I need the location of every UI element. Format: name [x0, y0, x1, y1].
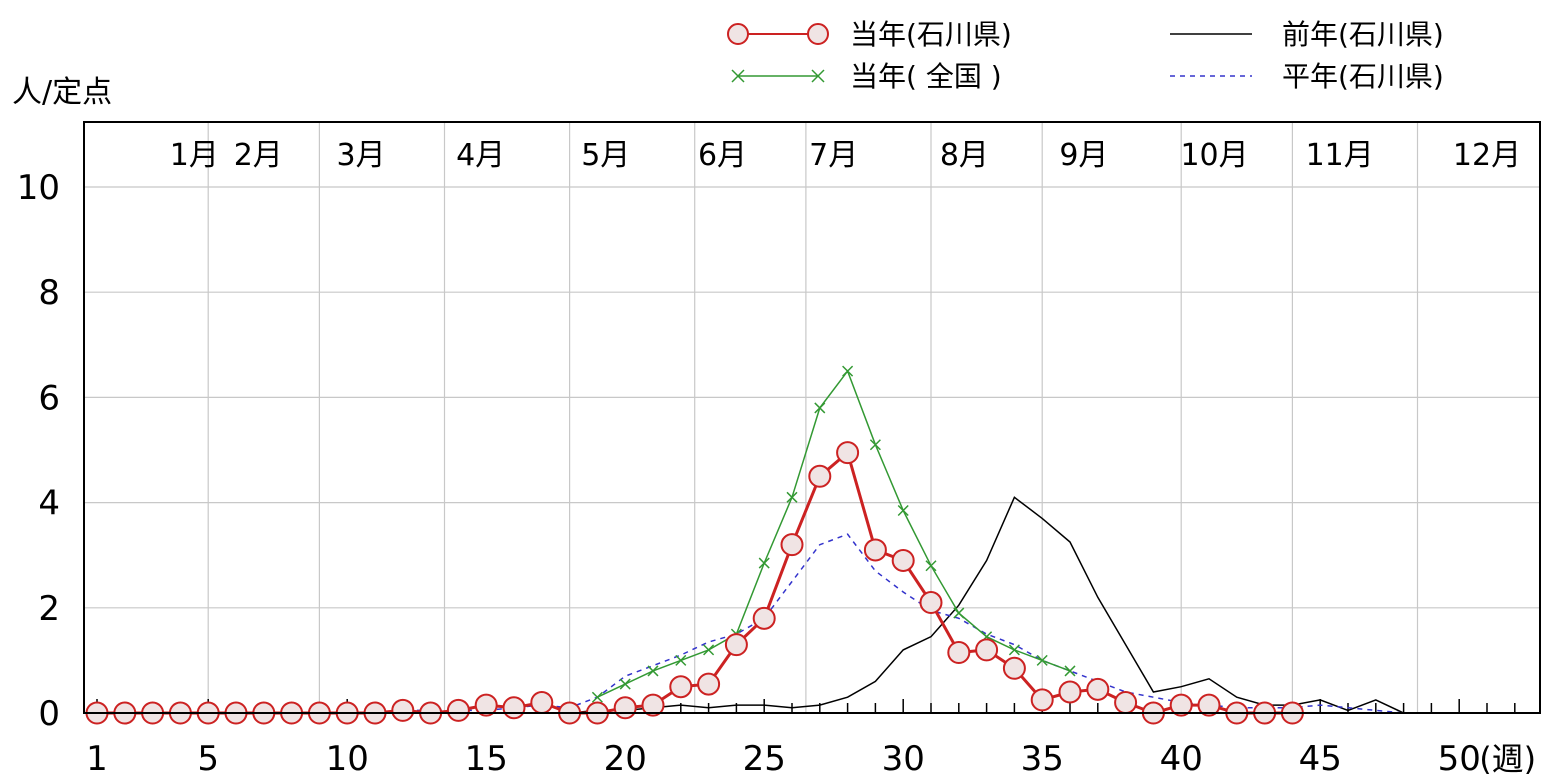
y-tick-label: 0	[38, 694, 60, 734]
data-point	[613, 696, 637, 720]
data-point	[953, 607, 965, 619]
y-tick-label: 8	[38, 273, 60, 313]
data-point	[947, 641, 971, 665]
data-point	[836, 441, 860, 465]
month-label: 9月	[1059, 138, 1108, 173]
data-point	[1008, 644, 1020, 656]
legend-current-national-marker	[731, 69, 825, 83]
legend-normal-pref-label: 平年(石川県)	[1282, 60, 1444, 93]
data-point	[1002, 656, 1026, 680]
plot-frame	[83, 121, 1541, 714]
legend-previous-pref: 前年(石川県)	[1170, 18, 1444, 51]
data-point	[446, 698, 470, 722]
month-label: 1月	[170, 138, 219, 173]
legend-current-pref-marker	[727, 23, 749, 45]
data-point	[842, 365, 854, 377]
data-point	[703, 644, 715, 656]
x-tick-labels: 1 5 10 15 20 25 30 35 40 45 50	[86, 739, 1481, 779]
data-point	[752, 606, 776, 630]
data-point	[1030, 688, 1054, 712]
data-point	[591, 691, 603, 703]
month-labels: 1月 2月 3月 4月 5月 6月 7月 8月 9月 10月 11月 12月	[170, 138, 1521, 173]
data-point	[1086, 677, 1110, 701]
month-label: 4月	[456, 138, 505, 173]
data-point	[891, 548, 915, 572]
legend-normal-pref: 平年(石川県)	[1170, 60, 1444, 93]
data-point	[697, 672, 721, 696]
data-point	[647, 665, 659, 677]
month-label: 7月	[809, 138, 858, 173]
month-label: 5月	[581, 138, 630, 173]
data-point	[869, 439, 881, 451]
series-current-national-line	[597, 369, 1071, 698]
x-tick-label: 35	[1021, 739, 1064, 779]
y-tick-label: 6	[38, 378, 60, 418]
x-tick-label: 5	[197, 739, 219, 779]
month-label: 3月	[337, 138, 386, 173]
grid	[84, 122, 1540, 714]
y-axis-label: 人/定点	[12, 75, 112, 110]
data-point	[1058, 680, 1082, 704]
month-label: 11月	[1306, 138, 1374, 173]
x-tick-label: 50	[1438, 739, 1481, 779]
data-point	[1064, 665, 1076, 677]
data-point	[897, 504, 909, 517]
data-point	[619, 678, 631, 690]
month-label: 6月	[698, 138, 747, 173]
legend-current-pref-marker	[807, 23, 829, 45]
legend-previous-pref-label: 前年(石川県)	[1282, 18, 1444, 51]
y-tick-label: 4	[38, 484, 60, 524]
legend-current-national: 当年( 全国 )	[731, 60, 1002, 93]
data-point	[502, 696, 526, 720]
data-point	[391, 698, 415, 722]
legend: 当年(石川県) 当年( 全国 ) 前年(石川県) 平年(石川県)	[727, 18, 1444, 93]
x-tick-label: 10	[326, 739, 369, 779]
x-tick-label: 30	[882, 739, 925, 779]
data-point	[641, 693, 665, 717]
data-point	[1036, 654, 1048, 666]
series-current-national	[591, 365, 1076, 703]
y-tick-labels: 0 2 4 6 8 10	[17, 168, 60, 734]
month-label: 10月	[1180, 138, 1248, 173]
x-axis-unit: (週)	[1479, 740, 1536, 778]
data-point	[808, 464, 832, 488]
legend-current-national-label: 当年( 全国 )	[850, 60, 1002, 93]
x-tick-label: 40	[1160, 739, 1203, 779]
data-point	[474, 693, 498, 717]
data-point	[925, 560, 937, 572]
data-point	[675, 654, 687, 666]
y-tick-label: 10	[17, 168, 60, 208]
data-point	[975, 638, 999, 662]
month-label: 8月	[940, 138, 989, 173]
y-tick-label: 2	[38, 589, 60, 629]
month-label: 2月	[234, 138, 283, 173]
data-point	[814, 402, 826, 414]
x-tick-label: 20	[604, 739, 647, 779]
data-point	[1114, 690, 1138, 714]
x-tick-label: 45	[1299, 739, 1342, 779]
legend-current-pref-label: 当年(石川県)	[850, 18, 1012, 51]
x-tick-label: 25	[743, 739, 786, 779]
data-point	[1197, 693, 1221, 717]
data-point	[724, 633, 748, 657]
data-point	[863, 538, 887, 562]
month-label: 12月	[1453, 138, 1521, 173]
data-point	[1169, 693, 1193, 717]
data-point	[758, 557, 770, 569]
legend-current-pref: 当年(石川県)	[727, 18, 1012, 51]
data-point	[669, 675, 693, 699]
data-point	[780, 533, 804, 557]
series-normal-pref	[97, 533, 1515, 714]
series-normal-pref-line	[97, 533, 1515, 714]
data-point	[530, 690, 554, 714]
x-tick-label: 1	[86, 739, 108, 779]
data-point	[786, 491, 798, 503]
series-layer	[85, 365, 1515, 725]
x-tick-label: 15	[465, 739, 508, 779]
data-point	[919, 591, 943, 615]
